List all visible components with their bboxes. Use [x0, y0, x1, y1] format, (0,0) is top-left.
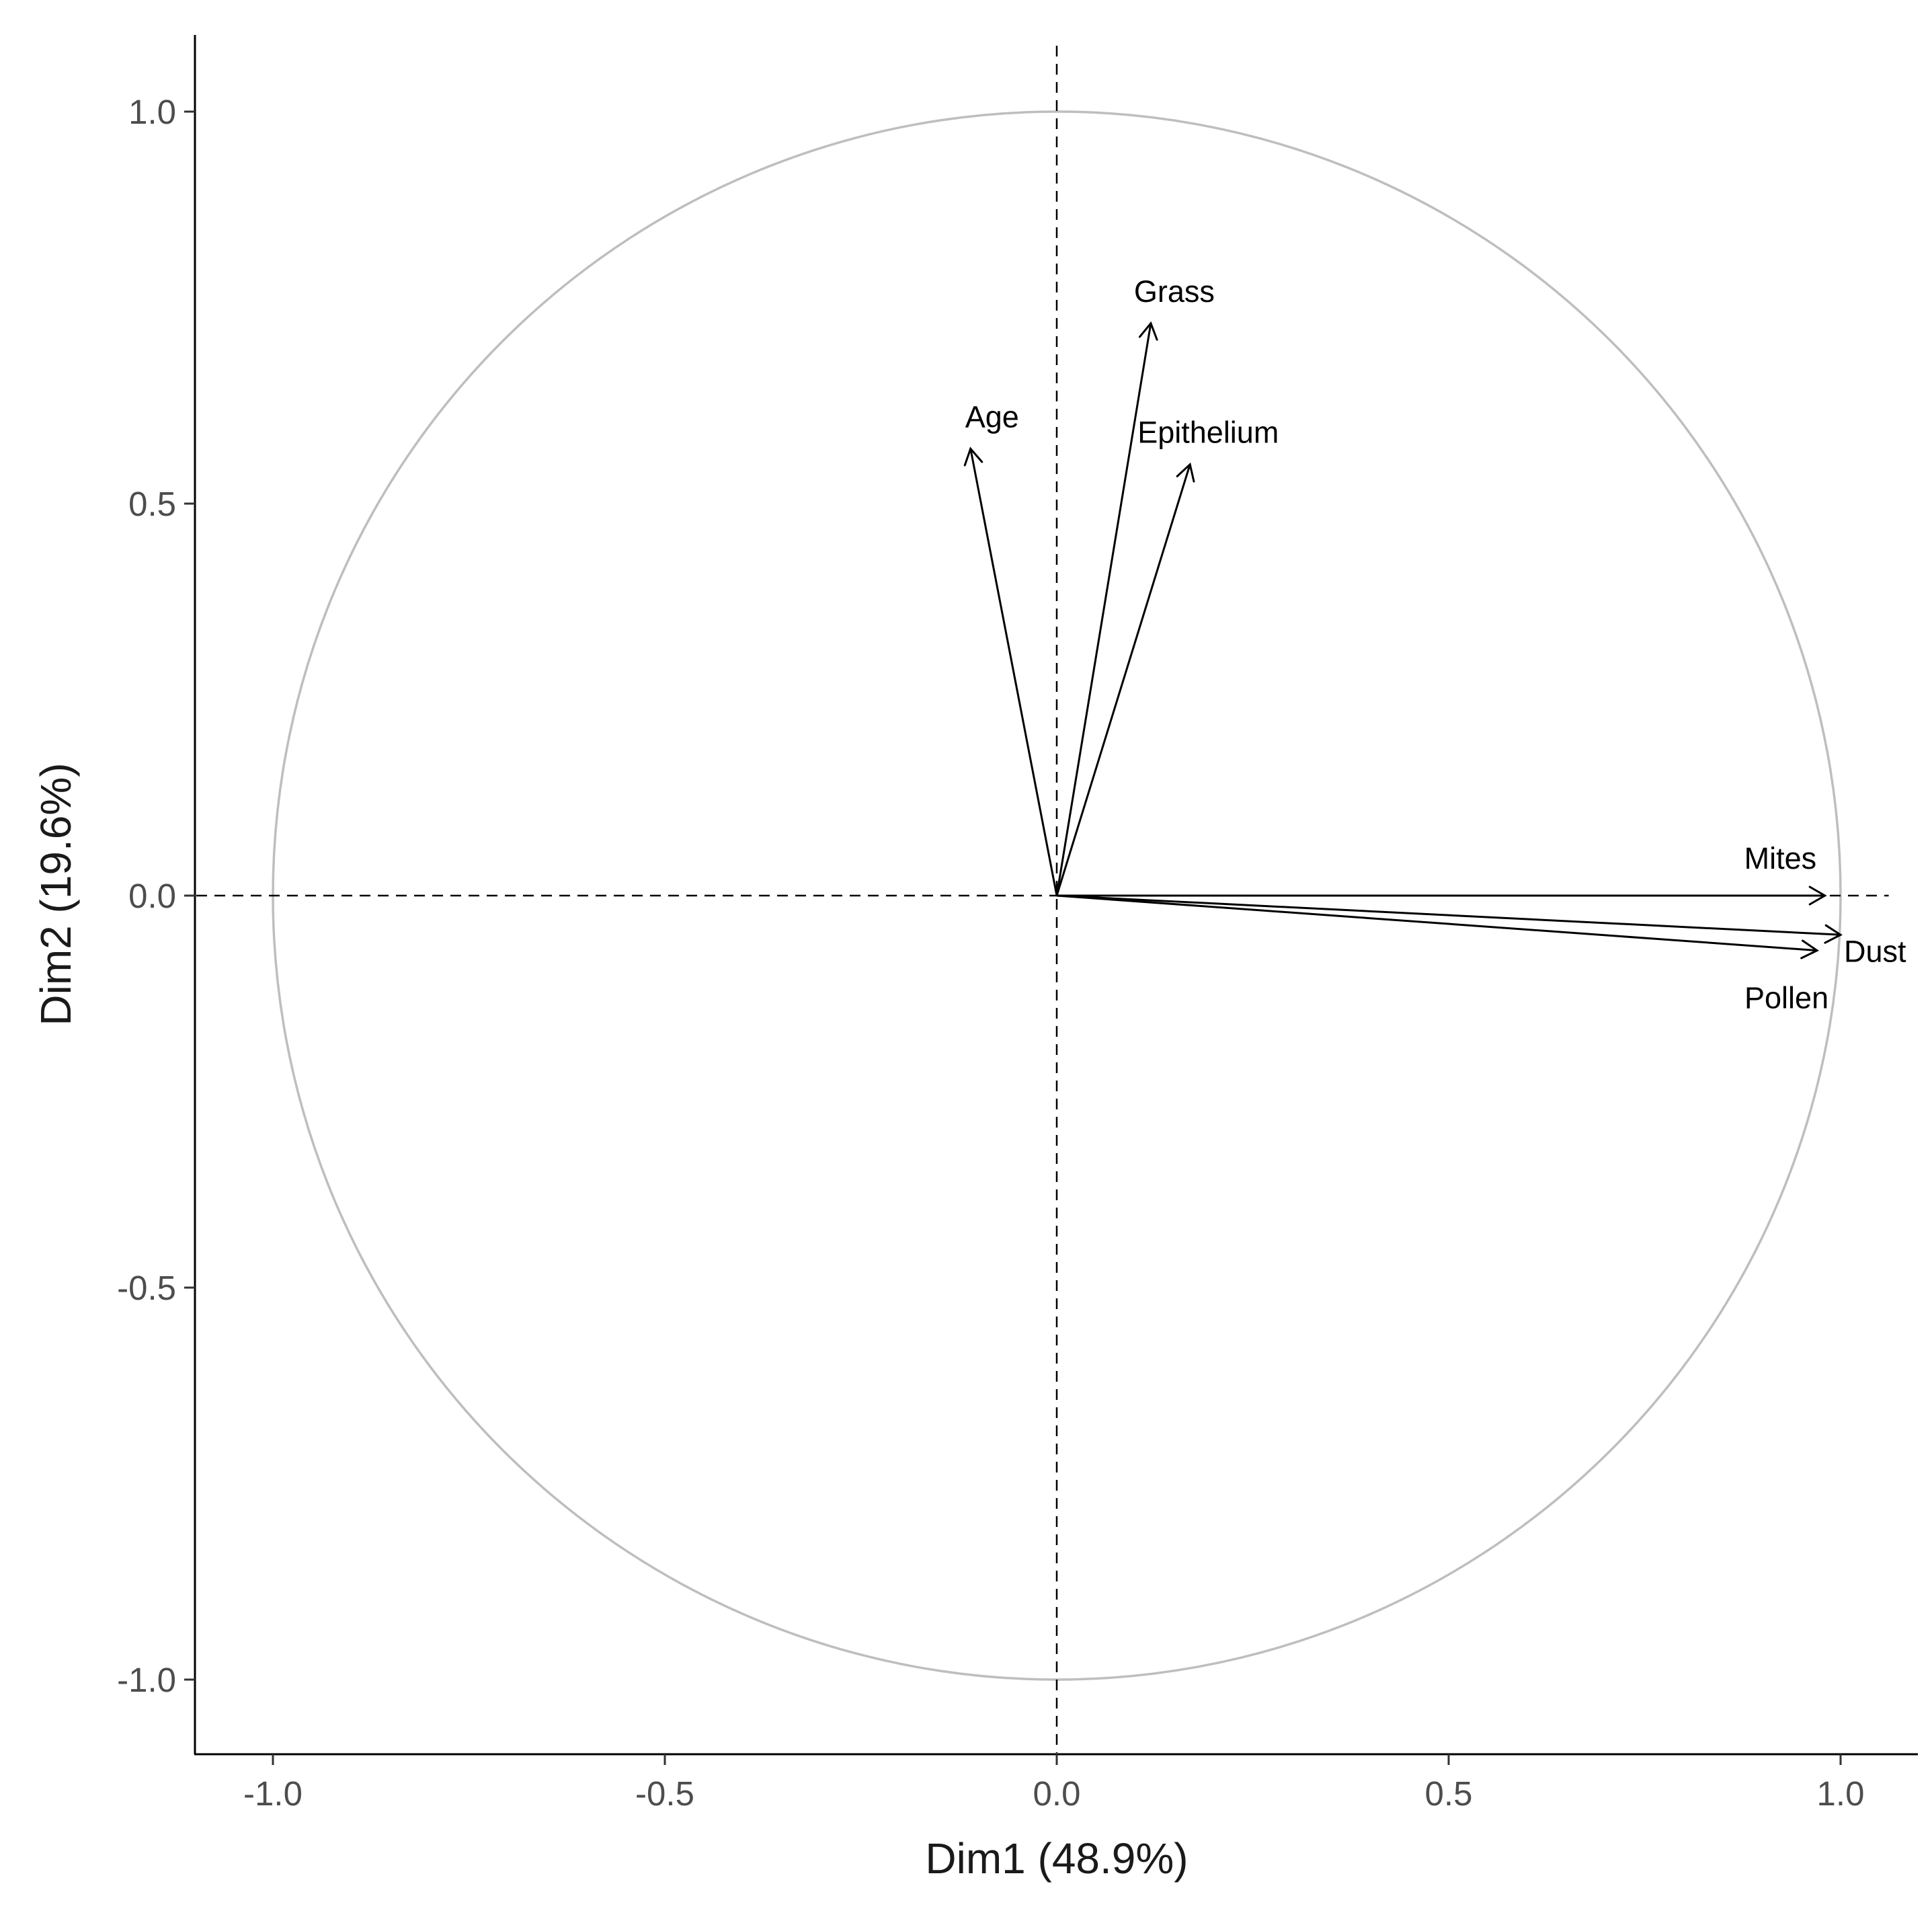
- x-tick-label: 1.0: [1817, 1774, 1865, 1813]
- y-tick-label: -1.0: [117, 1661, 176, 1699]
- axis-layer: -1.0 -0.5 0.0 0.5 1.0 -1.0 -0.5 0.0 0.5 1.0: [117, 35, 1918, 1813]
- y-tick-label: -0.5: [117, 1269, 176, 1307]
- variable-arrow-mites: [1057, 886, 1827, 906]
- variable-label-age: Age: [965, 399, 1019, 434]
- arrow-shaft: [1056, 894, 1818, 952]
- y-tick-label: 1.0: [128, 93, 176, 131]
- x-tick-label: 0.0: [1033, 1774, 1081, 1813]
- arrow-head: [1800, 939, 1820, 959]
- plot-layer: Grass Age Epithelium Mites Dust Pollen: [196, 46, 1906, 1753]
- arrow-head: [963, 446, 983, 467]
- x-tick-label: 0.5: [1425, 1774, 1473, 1813]
- variable-arrow-pollen: [1056, 894, 1820, 959]
- arrow-head: [1176, 462, 1195, 483]
- variable-arrow-age: [963, 446, 1058, 896]
- arrow-head: [1824, 924, 1843, 944]
- variable-label-pollen: Pollen: [1744, 981, 1828, 1015]
- variable-label-mites: Mites: [1744, 841, 1817, 875]
- variable-label-grass: Grass: [1134, 274, 1215, 309]
- arrow-shaft: [1055, 323, 1152, 896]
- y-axis-title: Dim2 (19.6%): [32, 762, 80, 1025]
- arrow-head: [1808, 886, 1827, 906]
- x-tick-label: -0.5: [635, 1774, 694, 1813]
- variable-arrow-epithelium: [1055, 462, 1195, 896]
- x-tick-label: -1.0: [243, 1774, 303, 1813]
- x-axis-title: Dim1 (48.9%): [925, 1834, 1188, 1883]
- arrow-shaft: [1056, 894, 1841, 936]
- variable-arrow-grass: [1055, 321, 1158, 896]
- arrow-shaft: [969, 448, 1058, 896]
- variable-label-epithelium: Epithelium: [1137, 416, 1279, 450]
- arrow-shaft: [1055, 464, 1191, 896]
- variable-label-dust: Dust: [1844, 934, 1906, 968]
- y-tick-label: 0.0: [128, 877, 176, 915]
- y-tick-label: 0.5: [128, 485, 176, 523]
- arrow-head: [1138, 321, 1158, 341]
- variable-arrow-dust: [1056, 894, 1843, 944]
